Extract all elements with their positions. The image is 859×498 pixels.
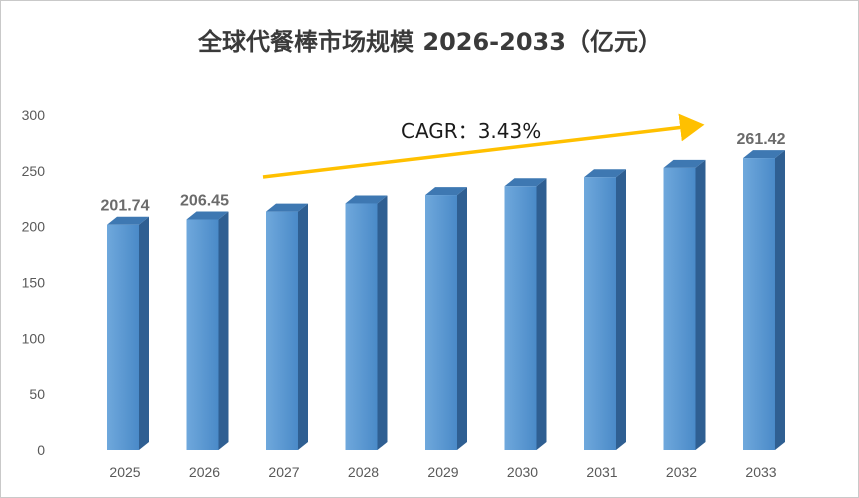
bar-side-face — [775, 150, 785, 450]
bar-top-face — [345, 195, 388, 204]
bar-front-face — [266, 211, 298, 450]
bar-front-face — [425, 195, 457, 450]
bar-front-face — [107, 224, 139, 450]
x-tick-label: 2030 — [507, 464, 538, 480]
bar — [425, 187, 467, 450]
cagr-label: CAGR：3.43% — [401, 119, 541, 143]
x-tick-label: 2027 — [268, 464, 299, 480]
bar-top-face — [663, 159, 706, 168]
bar-top-face — [743, 150, 785, 159]
y-tick-label: 150 — [22, 275, 46, 291]
bar-front-face — [663, 167, 696, 450]
y-tick-label: 300 — [22, 107, 46, 123]
bar-side-face — [298, 203, 308, 450]
bar — [504, 178, 547, 450]
bar — [107, 216, 149, 450]
y-tick-label: 100 — [22, 330, 46, 346]
bar-side-face — [139, 216, 149, 450]
x-axis: 2025 2026 2027 2028 2029 2030 2031 2032 2033 — [109, 464, 776, 480]
y-axis: 0 50 100 150 200 250 300 — [22, 107, 46, 458]
bar-top-face — [504, 178, 547, 187]
y-tick-label: 250 — [22, 163, 46, 179]
bar — [663, 159, 706, 450]
bar-side-face — [377, 195, 388, 450]
bar-side-face — [616, 169, 626, 450]
bar-front-face — [186, 219, 219, 450]
bar — [584, 169, 626, 450]
bar — [743, 150, 785, 450]
bar-front-face — [743, 158, 775, 450]
x-tick-label: 2033 — [745, 464, 776, 480]
bar-top-face — [266, 203, 308, 212]
data-label: 261.42 — [737, 131, 786, 148]
x-tick-label: 2026 — [189, 464, 220, 480]
bar — [186, 211, 229, 450]
y-tick-label: 50 — [29, 386, 45, 402]
bar-side-face — [695, 159, 706, 450]
data-label: 206.45 — [180, 192, 229, 209]
chart-title: 全球代餐棒市场规模 2026-2033（亿元） — [197, 28, 662, 56]
x-tick-label: 2031 — [586, 464, 617, 480]
bar-front-face — [504, 186, 537, 450]
x-tick-label: 2032 — [666, 464, 697, 480]
bar — [345, 195, 388, 450]
data-label: 201.74 — [101, 198, 150, 215]
bar-side-face — [536, 178, 547, 450]
bar-front-face — [584, 177, 616, 450]
x-tick-label: 2028 — [348, 464, 379, 480]
data-labels: 201.74 206.45 261.42 — [101, 131, 786, 215]
y-tick-label: 200 — [22, 219, 46, 235]
bars — [107, 150, 785, 450]
bar-top-face — [107, 216, 149, 225]
bar-top-face — [186, 211, 229, 220]
bar-top-face — [584, 169, 626, 178]
x-tick-label: 2029 — [427, 464, 458, 480]
bar — [266, 203, 308, 450]
bar-top-face — [425, 187, 467, 196]
bar-front-face — [345, 203, 378, 450]
y-tick-label: 0 — [37, 442, 45, 458]
x-tick-label: 2025 — [109, 464, 140, 480]
cagr-arrow — [262, 113, 705, 179]
bar-side-face — [218, 211, 229, 450]
bar-side-face — [457, 187, 467, 450]
